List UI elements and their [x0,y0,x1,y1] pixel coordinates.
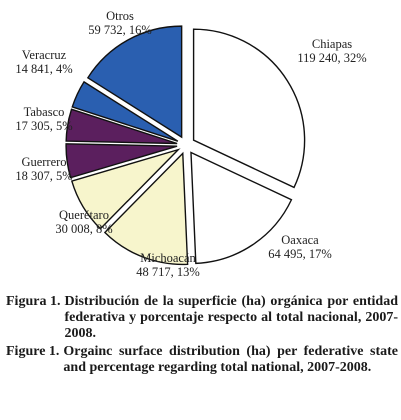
caption-english-body: Orgainc surface distribution (ha) per fe… [63,344,398,375]
pie-slice-queretaro [70,148,181,230]
pie-slice-tabasco [65,108,178,145]
caption-spanish-head: Figura 1. [6,294,61,309]
caption-english: Figure 1. Orgainc surface distribution (… [6,344,398,376]
slice-label-queretaro: Querétaro 30 008, 8% [55,208,112,236]
slice-label-name: Querétaro [59,208,109,222]
pie-slice-oaxaca [190,151,293,265]
pie-chart: Chiapas 119 240, 32% Oaxaca 64 495, 17% Mich… [15,9,366,279]
slice-label-value: 30 008, 8% [55,222,112,236]
slice-label-name: Guerrero [21,155,66,169]
pie-slice-michoacan [103,151,189,266]
slice-label-michoacan: Michoacán 48 717, 13% [136,251,200,279]
pie-slice-chiapas [192,28,306,189]
caption-english-head: Figure 1. [6,344,60,359]
pie-slice-guerrero [65,143,178,179]
slice-label-value: 14 841, 4% [15,62,72,76]
slice-label-name: Tabasco [24,105,65,119]
slice-label-name: Veracruz [22,48,67,62]
slice-labels: Chiapas 119 240, 32% Oaxaca 64 495, 17% Mich… [15,9,366,279]
slice-label-name: Michoacán [140,251,196,265]
pie-slice-otros [86,25,183,139]
pie-slices [65,25,306,266]
caption-spanish: Figura 1. Distribución de la superficie … [6,294,398,342]
slice-label-value: 18 307, 5% [15,169,72,183]
figure-caption: Figura 1. Distribución de la superficie … [6,294,398,376]
slice-label-name: Otros [106,9,134,23]
slice-label-chiapas: Chiapas 119 240, 32% [297,37,366,65]
slice-label-value: 119 240, 32% [297,51,366,65]
slice-label-name: Chiapas [312,37,352,51]
pie-slice-veracruz [71,80,179,142]
caption-spanish-body: Distribución de la superficie (ha) orgán… [64,294,398,341]
slice-label-value: 64 495, 17% [268,247,332,261]
slice-label-tabasco: Tabasco 17 305, 5% [15,105,72,133]
slice-label-name: Oaxaca [281,233,319,247]
slice-label-oaxaca: Oaxaca 64 495, 17% [268,233,332,261]
slice-label-guerrero: Guerrero 18 307, 5% [15,155,72,183]
slice-label-veracruz: Veracruz 14 841, 4% [15,48,72,76]
slice-label-value: 17 305, 5% [15,119,72,133]
slice-label-otros: Otros 59 732, 16% [88,9,152,37]
slice-label-value: 59 732, 16% [88,23,152,37]
slice-label-value: 48 717, 13% [136,265,200,279]
